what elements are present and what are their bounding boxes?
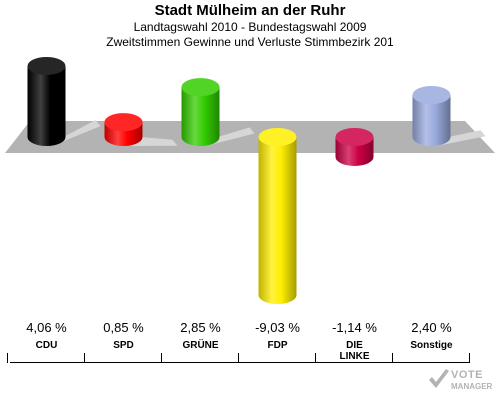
value-label: 2,40 % [411,320,452,335]
chart-title: Stadt Mülheim an der Ruhr [154,2,346,19]
bar-spd [104,113,178,146]
bar-body [412,95,451,146]
chart-subtitle-1: Landtagswahl 2010 - Bundestagswahl 2009 [133,20,367,34]
category-label-line: FDP [267,340,288,351]
bar-die-linke [335,128,374,166]
category-label: DIE LINKE [316,340,394,362]
bar-grüne [181,78,255,146]
bar-cap [335,128,374,146]
bar-cdu [27,56,101,146]
category-label-line: LINKE [339,351,370,362]
category-label-line: Sonstige [410,340,453,351]
bar-sonstige [412,86,486,146]
bar-cap [258,128,297,146]
category-label: GRÜNE [162,340,240,351]
value-label: -9,03 % [255,320,300,335]
category-label: FDP [239,340,317,351]
bar-cap [181,78,220,97]
category-label: Sonstige [393,340,471,351]
chart-titles: Stadt Mülheim an der Ruhr Landtagswahl 2… [0,2,500,50]
bar-shadow [436,130,486,146]
axis-tick [315,353,316,363]
category-label-line: CDU [35,340,58,351]
checkmark-logo-icon [429,369,449,388]
bar-fdp [258,128,297,305]
axis-tick [84,353,85,363]
logo-word-manager: MANAGER [451,382,493,391]
bar-shadow [205,127,255,146]
bar-cap [27,56,66,75]
bar-body [181,87,220,146]
axis-tick [392,353,393,363]
axis-tick [469,353,470,363]
logo-word-vote: VOTE [451,369,483,381]
value-label: 4,06 % [26,320,67,335]
vote-manager-logo: VOTE MANAGER [427,368,497,398]
category-label-line: DIE [346,340,363,351]
value-label: 2,85 % [180,320,221,335]
axis-tick [161,353,162,363]
bar-body [258,137,297,305]
bar-cap [104,113,143,132]
value-label: -1,14 % [332,320,377,335]
bar-body [27,65,66,146]
axis-tick [238,353,239,363]
category-label-line: SPD [113,340,134,351]
category-label: CDU [8,340,86,351]
axis-tick [7,353,8,363]
category-axis [7,352,470,363]
category-label-line: GRÜNE [182,340,219,351]
chart-subtitle-2: Zweitstimmen Gewinne und Verluste Stimmb… [106,35,394,49]
value-label: 0,85 % [103,320,144,335]
category-label: SPD [85,340,163,351]
bar-cap [412,86,451,104]
